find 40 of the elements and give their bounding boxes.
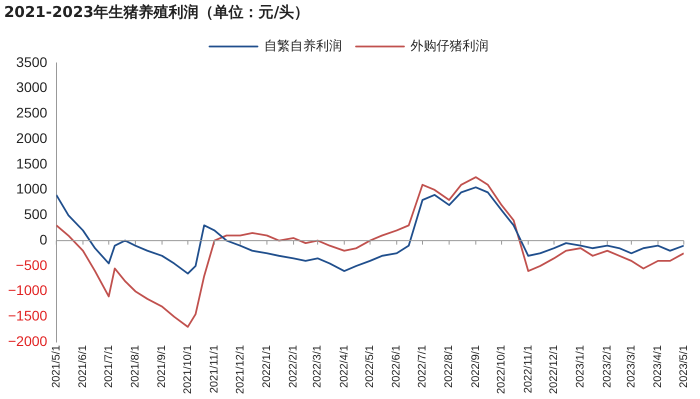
y-tick-label: 1500	[16, 155, 48, 172]
x-tick-label: 2022/5/1	[364, 345, 376, 388]
x-tick-label: 2021/5/1	[50, 345, 62, 388]
y-tick-label: 1000	[16, 180, 48, 197]
x-tick-label: 2022/1/1	[260, 345, 273, 388]
x-tick-label: 2021/12/1	[234, 345, 246, 394]
x-tick-label: 2022/11/1	[522, 345, 534, 394]
x-tick-label: 2022/7/1	[416, 345, 429, 388]
x-tick-label: 2022/4/1	[338, 345, 350, 388]
x-tick-label: 2023/4/1	[652, 345, 664, 388]
chart-title: 2021-2023年生猪养殖利润（单位：元/头）	[4, 2, 310, 21]
y-tick-label: 3000	[16, 79, 48, 96]
y-tick-label: −1000	[8, 282, 48, 298]
x-tick-label: 2023/3/1	[625, 345, 638, 388]
x-tick-label: 2021/8/1	[129, 345, 142, 388]
x-tick-label: 2021/9/1	[156, 345, 168, 388]
y-tick-label: −2000	[8, 332, 48, 349]
y-tick-label: 0	[40, 231, 48, 248]
x-tick-label: 2023/5/1	[678, 345, 690, 388]
x-tick-label: 2021/6/1	[77, 345, 89, 388]
y-tick-label: −500	[16, 256, 48, 273]
x-tick-label: 2021/10/1	[182, 345, 194, 394]
x-tick-label: 2022/6/1	[390, 345, 403, 388]
y-tick-label: 3500	[16, 54, 48, 70]
y-tick-label: 2000	[16, 130, 48, 146]
y-tick-label: 500	[24, 206, 48, 222]
x-tick-label: 2022/12/1	[548, 345, 560, 394]
x-tick-label: 2022/2/1	[288, 345, 300, 388]
legend-label: 外购仔猪利润	[410, 38, 488, 54]
x-tick-label: 2022/3/1	[312, 345, 324, 388]
y-tick-label: −1500	[8, 308, 48, 324]
x-tick-label: 2023/1/1	[574, 345, 587, 388]
x-tick-label: 2023/2/1	[601, 345, 614, 388]
x-tick-label: 2021/7/1	[102, 345, 115, 388]
x-tick-label: 2022/8/1	[443, 345, 456, 388]
x-tick-label: 2022/9/1	[470, 345, 482, 388]
legend-label: 自繁自养利润	[264, 38, 342, 54]
x-tick-label: 2021/11/1	[208, 345, 221, 394]
y-tick-label: 2500	[16, 104, 48, 121]
x-tick-label: 2022/10/1	[496, 345, 508, 394]
